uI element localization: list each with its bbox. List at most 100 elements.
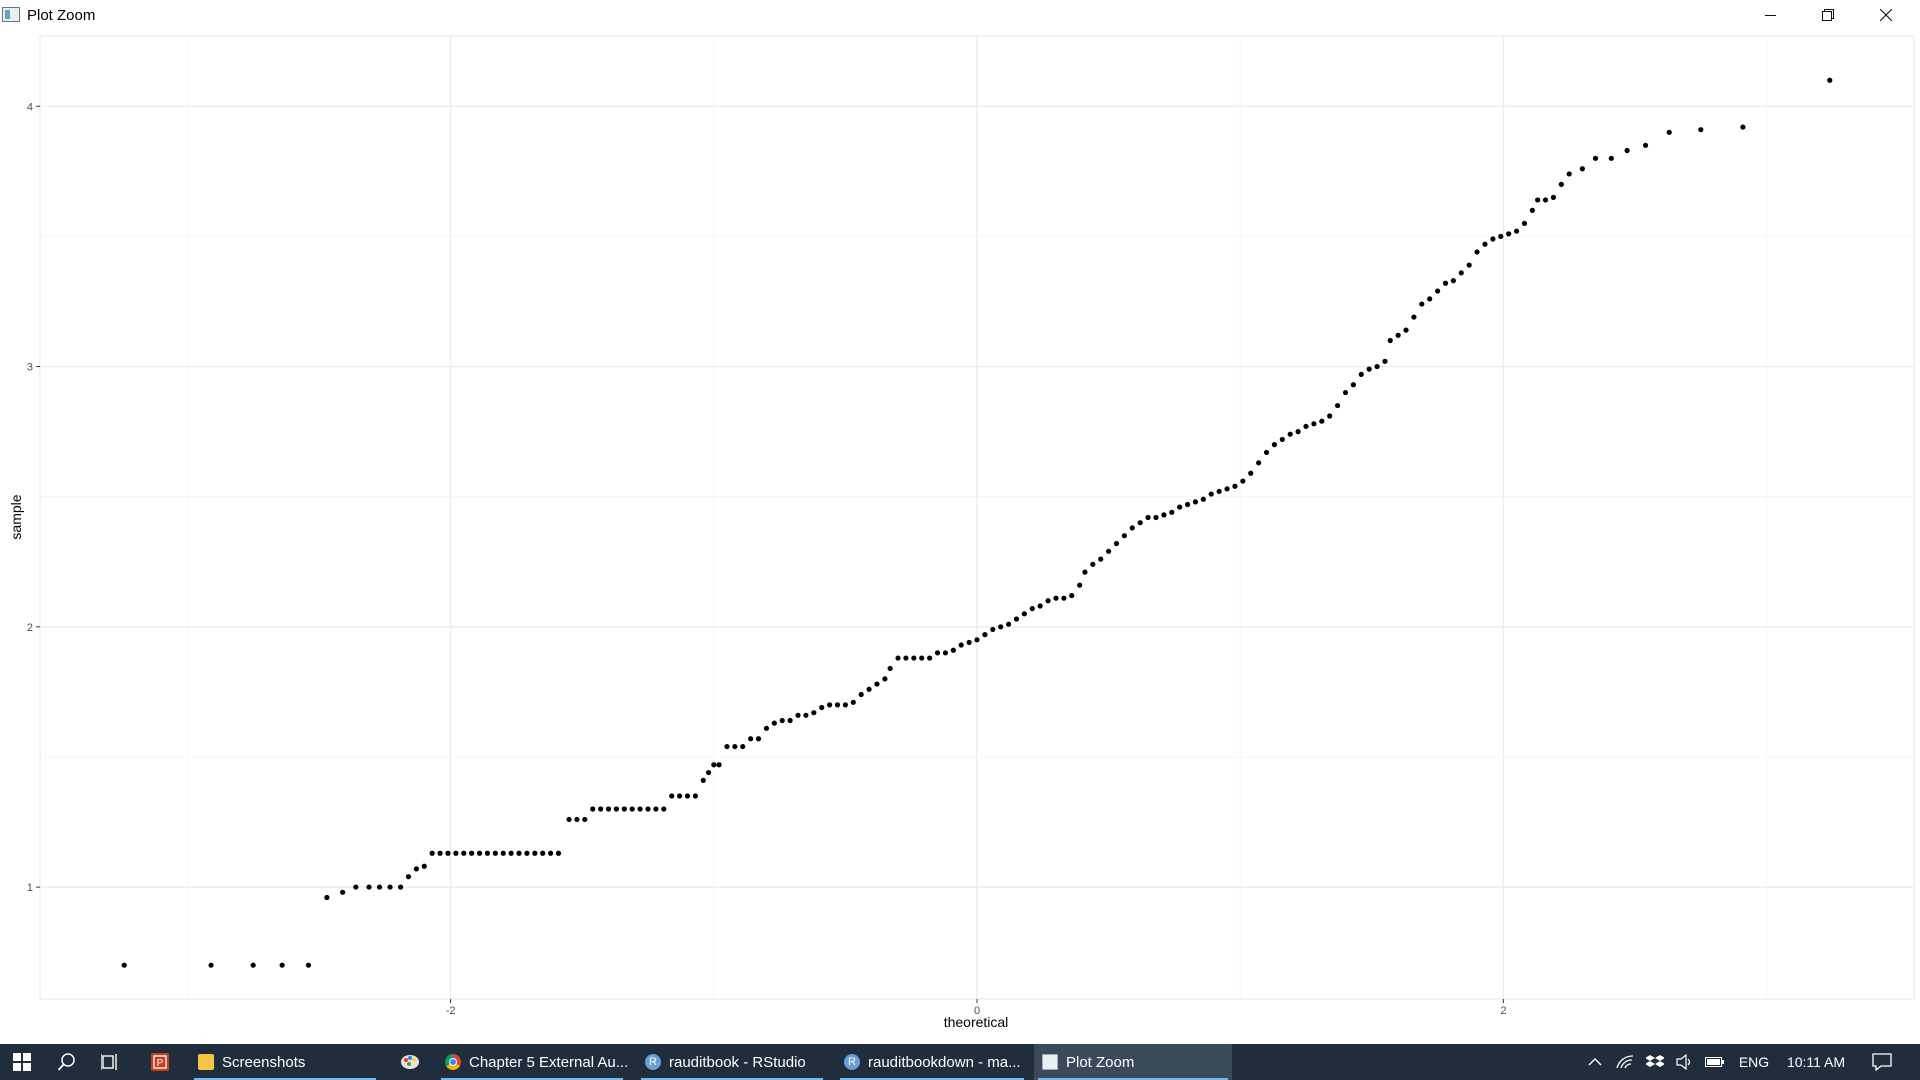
qq-point <box>779 717 785 724</box>
qq-point <box>1382 358 1388 364</box>
qq-point <box>1624 147 1630 154</box>
qq-point <box>645 806 651 812</box>
network-tray-button[interactable] <box>1612 1044 1638 1080</box>
qq-point <box>692 793 698 799</box>
search-icon <box>57 1053 75 1071</box>
task-view-button[interactable] <box>91 1044 131 1080</box>
window-title: Plot Zoom <box>27 7 96 24</box>
clock[interactable]: 10:11 AM <box>1786 1054 1846 1070</box>
rstudio-icon: R <box>645 1054 661 1070</box>
qq-point <box>958 642 964 648</box>
qq-point <box>469 850 475 856</box>
battery-tray-button[interactable] <box>1702 1044 1728 1080</box>
qq-point <box>1550 194 1557 200</box>
qq-point <box>934 650 941 656</box>
close-button[interactable] <box>1857 0 1915 30</box>
plot-zoom-app-icon <box>2 7 20 22</box>
qq-point <box>874 681 880 687</box>
qq-point <box>1542 197 1549 203</box>
qq-point <box>305 962 312 968</box>
qq-point <box>716 762 722 768</box>
y-tick-label: 2 <box>27 622 33 634</box>
qq-point <box>445 850 451 856</box>
qq-point <box>1303 423 1309 430</box>
y-tick-label: 1 <box>27 882 33 894</box>
y-axis-title: sample <box>8 494 24 539</box>
qq-point <box>566 816 572 823</box>
close-icon <box>1880 9 1892 21</box>
qq-point <box>676 793 683 799</box>
action-center-button[interactable] <box>1864 1044 1900 1080</box>
qq-point <box>653 806 659 812</box>
qq-point <box>476 850 483 856</box>
volume-tray-button[interactable] <box>1672 1044 1698 1080</box>
input-language[interactable]: ENG <box>1738 1054 1770 1070</box>
taskbar-app-rstudio[interactable]: R rauditbook - RStudio <box>637 1044 827 1080</box>
grid-lines <box>40 36 1914 999</box>
qq-point <box>1090 561 1096 567</box>
qq-point <box>324 894 330 901</box>
qq-point <box>1082 569 1088 575</box>
qq-point <box>724 743 730 750</box>
minimize-icon <box>1764 14 1776 16</box>
taskbar-app-label: Plot Zoom <box>1066 1053 1135 1071</box>
start-button[interactable] <box>2 1044 42 1080</box>
taskbar-app-chrome[interactable]: Chapter 5 External Au... <box>437 1044 627 1080</box>
qq-point <box>1698 127 1704 133</box>
taskbar-app-rstudio-2[interactable]: R rauditbookdown - ma... <box>836 1044 1028 1080</box>
qq-point <box>842 702 848 708</box>
qq-point <box>1256 460 1262 466</box>
qq-point <box>421 863 427 869</box>
qq-point <box>858 691 864 698</box>
axis-ticks: -2 0 2 1 2 3 4 <box>27 101 1507 1017</box>
qq-point <box>1295 429 1301 435</box>
taskbar-app-plot-zoom[interactable]: Plot Zoom <box>1034 1044 1232 1080</box>
chevron-up-icon <box>1588 1058 1602 1066</box>
qq-point <box>1029 605 1035 612</box>
qq-point <box>887 665 893 672</box>
qq-point <box>397 884 404 890</box>
window-title-bar[interactable]: Plot Zoom <box>0 0 1920 30</box>
search-button[interactable] <box>47 1044 87 1080</box>
qq-point <box>661 806 667 812</box>
restore-button[interactable] <box>1799 0 1857 30</box>
qq-point <box>1474 249 1480 255</box>
qq-point <box>1535 197 1541 203</box>
qq-point <box>748 736 754 742</box>
qq-point <box>366 884 372 890</box>
qq-point <box>1827 77 1833 83</box>
qq-point <box>850 699 856 705</box>
qq-point <box>1427 296 1433 302</box>
qq-point <box>1327 413 1333 419</box>
qq-point <box>1005 621 1012 627</box>
battery-icon <box>1705 1057 1724 1067</box>
qq-point <box>942 650 949 656</box>
qq-point <box>1037 603 1043 609</box>
qq-point <box>1435 288 1441 294</box>
qq-point <box>1192 499 1199 505</box>
qq-point <box>1248 470 1254 476</box>
qq-point <box>461 850 467 856</box>
y-tick-label: 4 <box>27 101 33 113</box>
qq-point <box>582 816 588 823</box>
qq-point <box>755 736 762 742</box>
qq-point <box>705 769 712 776</box>
taskbar-app-paint[interactable] <box>392 1044 436 1080</box>
qq-point <box>1579 166 1585 172</box>
dropbox-tray-button[interactable] <box>1642 1044 1668 1080</box>
qq-point <box>516 850 522 856</box>
speaker-icon <box>1676 1054 1691 1070</box>
wifi-icon <box>1616 1055 1634 1069</box>
minimize-button[interactable] <box>1741 0 1799 30</box>
restore-icon <box>1822 9 1834 21</box>
qq-point <box>1121 533 1127 539</box>
qq-point <box>740 743 746 750</box>
qq-point <box>1411 314 1417 320</box>
taskbar-app-screenshots[interactable]: Screenshots <box>190 1044 380 1080</box>
powerpoint-taskbar-button[interactable]: P <box>140 1044 180 1080</box>
show-hidden-icons-button[interactable] <box>1582 1044 1608 1080</box>
qq-point <box>1069 592 1075 599</box>
taskbar-app-label: rauditbook - RStudio <box>669 1053 806 1071</box>
svg-text:P: P <box>157 1058 164 1069</box>
rstudio-icon: R <box>844 1054 860 1070</box>
